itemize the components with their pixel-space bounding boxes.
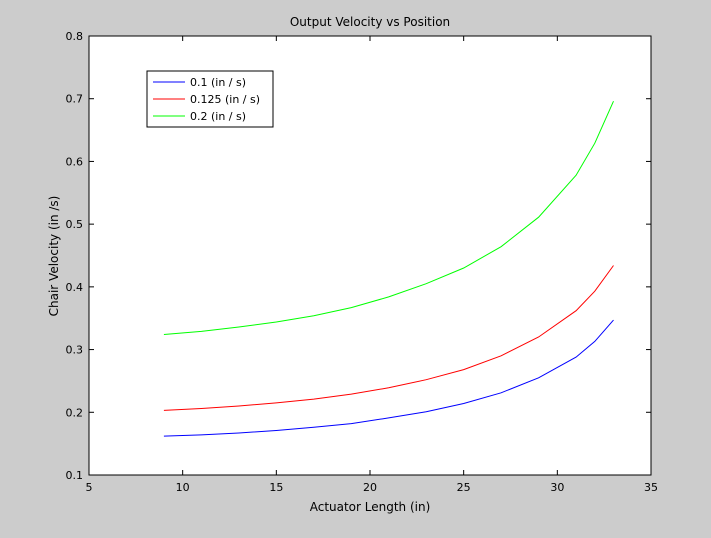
chart-title: Output Velocity vs Position — [290, 15, 450, 29]
y-tick-label: 0.5 — [66, 218, 84, 231]
legend-label: 0.2 (in / s) — [190, 110, 246, 123]
series-line-1 — [163, 319, 614, 437]
x-tick-label: 35 — [644, 481, 658, 494]
x-tick-label: 30 — [550, 481, 564, 494]
y-tick-label: 0.8 — [66, 30, 84, 43]
x-tick-label: 15 — [269, 481, 283, 494]
series-lines — [163, 100, 614, 437]
x-tick-label: 10 — [176, 481, 190, 494]
y-tick-label: 0.6 — [66, 155, 84, 168]
y-tick-label: 0.4 — [66, 281, 84, 294]
x-tick-label: 5 — [86, 481, 93, 494]
y-tick-label: 0.7 — [66, 93, 84, 106]
x-tick-label: 25 — [457, 481, 471, 494]
y-axis-label: Chair Velocity (in /s) — [47, 196, 61, 317]
legend-label: 0.125 (in / s) — [190, 93, 260, 106]
legend-label: 0.1 (in / s) — [190, 76, 246, 89]
y-tick-label: 0.2 — [66, 406, 84, 419]
axis-ticks: 5 10 15 20 25 30 35 0.1 0.2 0.3 0.4 0.5 0.6 0.7 0.8 — [66, 30, 659, 494]
x-tick-label: 20 — [363, 481, 377, 494]
x-axis-label: Actuator Length (in) — [310, 500, 431, 514]
legend: 0.1 (in / s) 0.125 (in / s) 0.2 (in / s) — [146, 70, 274, 128]
series-line-3 — [163, 100, 614, 335]
y-tick-label: 0.3 — [66, 344, 84, 357]
series-line-2 — [163, 265, 614, 411]
y-tick-label: 0.1 — [66, 469, 84, 482]
